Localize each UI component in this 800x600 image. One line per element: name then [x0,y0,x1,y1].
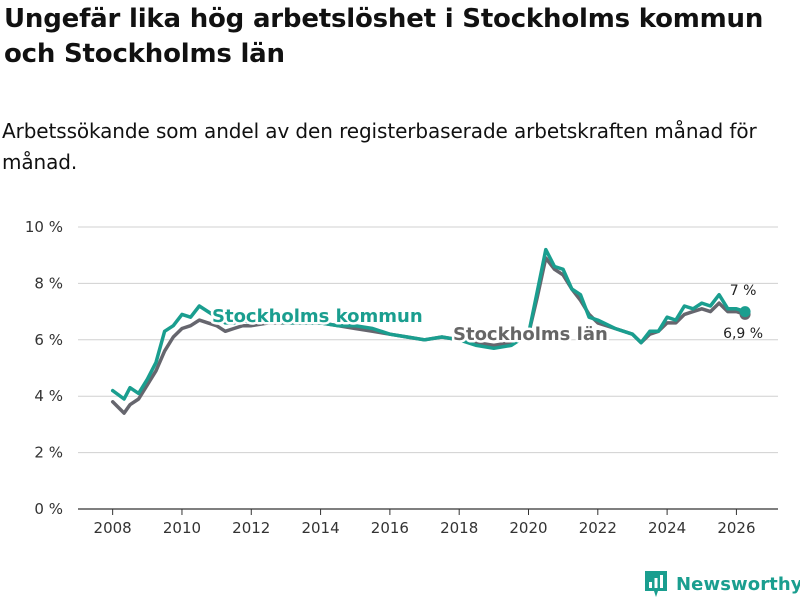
x-tick-label: 2014 [301,519,339,537]
x-tick-label: 2020 [509,519,547,537]
brand[interactable]: Newsworthy [644,569,800,599]
y-tick-label: 8 % [34,274,63,292]
newsworthy-logo-icon [645,571,667,597]
series-lines [110,247,751,415]
axes: 0 % 2 % 4 % 6 % 8 % 10 % 2008 2010 2012 2014 2016 2… [25,218,778,537]
series-line-stockholms-lan [110,256,747,415]
x-tick-label: 2018 [440,519,478,537]
brand-name: Newsworthy [676,573,800,595]
y-tick-label: 0 % [34,500,63,518]
page-subtitle: Arbetssökande som andel av den registerb… [2,119,757,174]
series-label-stockholms-kommun: Stockholms kommun [212,306,423,327]
y-tick-label: 2 % [34,444,63,462]
gridlines [78,226,778,454]
x-tick-label: 2016 [371,519,409,537]
y-tick-label: 4 % [34,387,63,405]
x-tick-label: 2026 [717,519,755,537]
end-value-label-stockholms-kommun: 7 % [730,283,757,299]
series-label-stockholms-lan: Stockholms län [453,324,608,345]
end-value-label-stockholms-lan: 6,9 % [723,326,763,342]
x-tick-label: 2008 [94,519,132,537]
series-line-stockholms-kommun [110,247,747,401]
end-point-stockholms-kommun [739,306,751,318]
page-title: Ungefär lika hög arbetslöshet i Stockhol… [4,4,764,69]
series-labels: Stockholms län Stockholms kommun 7 % 6,9 % [210,283,764,348]
x-tick-label: 2022 [579,519,617,537]
x-tick-label: 2024 [648,519,686,537]
x-tick-label: 2010 [163,519,201,537]
x-tick-label: 2012 [232,519,270,537]
y-tick-label: 6 % [34,331,63,349]
y-tick-label: 10 % [25,218,63,236]
